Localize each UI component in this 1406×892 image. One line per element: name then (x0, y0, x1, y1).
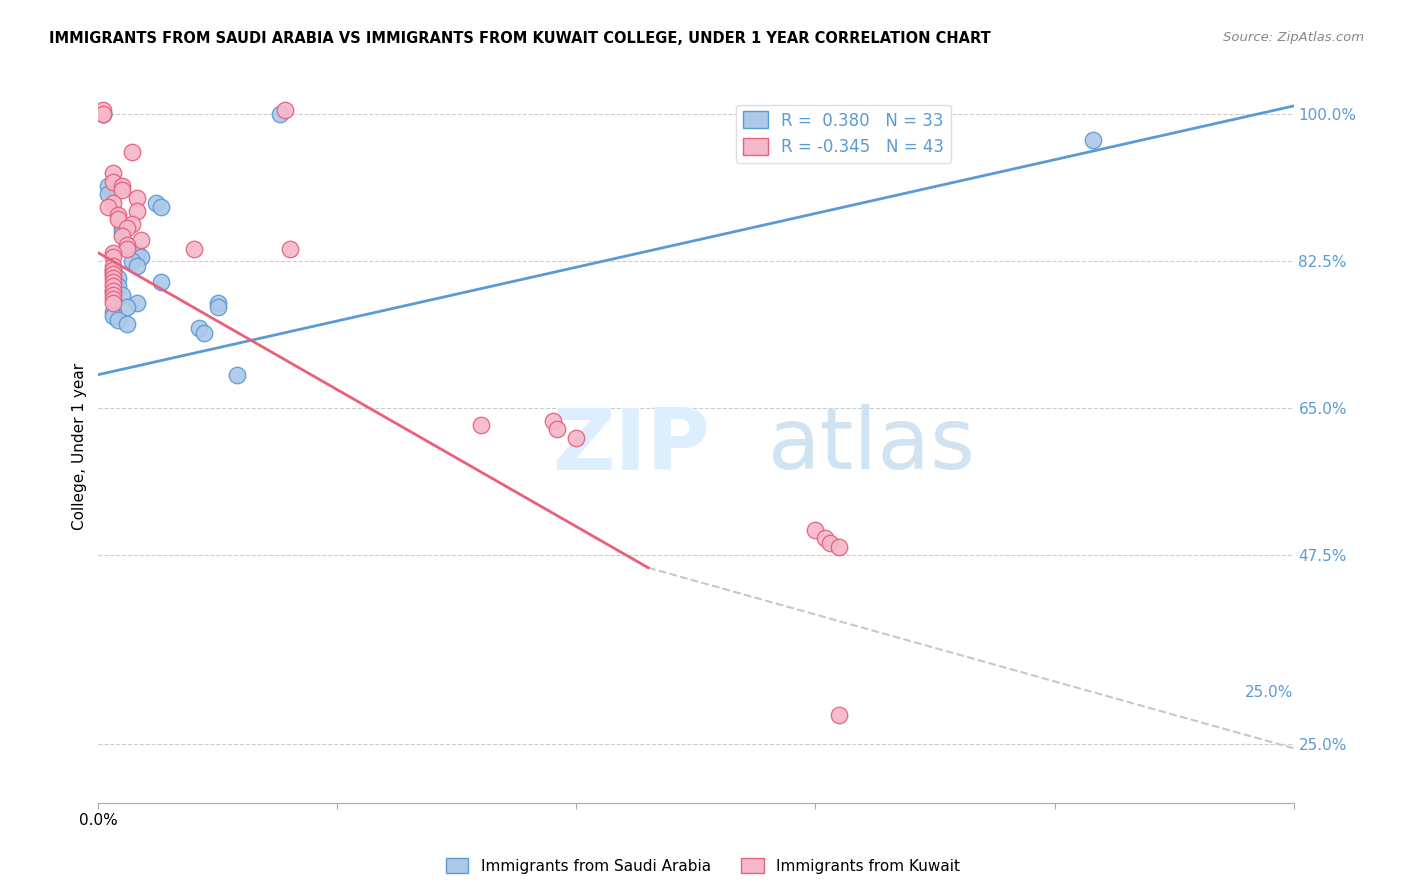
Point (111, 183, 134, 197)
Point (121, 254, 143, 268)
Point (101, 262, 124, 277)
Point (91, 107, 114, 121)
Point (107, 279, 129, 293)
Point (121, 145, 143, 160)
Point (101, 296, 124, 310)
Point (101, 275, 124, 289)
Text: ZIP: ZIP (553, 404, 710, 488)
Point (115, 237, 138, 252)
Point (101, 195, 124, 210)
Point (111, 178, 134, 193)
Point (226, 368, 249, 382)
Point (107, 271, 129, 285)
Point (101, 292, 124, 306)
Point (125, 246, 148, 260)
Point (1081, 132, 1104, 146)
Point (131, 233, 153, 247)
Point (565, 431, 588, 445)
Point (814, 532, 837, 546)
Point (111, 288, 134, 302)
Y-axis label: College, Under 1 year: College, Under 1 year (72, 362, 87, 530)
Point (115, 318, 138, 332)
Point (101, 250, 124, 264)
Point (804, 523, 827, 537)
Point (131, 250, 153, 264)
Point (183, 242, 205, 256)
Point (101, 279, 124, 293)
Point (187, 321, 209, 335)
Point (101, 262, 124, 277)
Point (470, 417, 492, 432)
Point (107, 212, 129, 227)
Point (145, 195, 167, 210)
Point (107, 313, 129, 327)
Point (115, 242, 138, 256)
Point (97, 200, 120, 214)
Point (101, 166, 124, 180)
Point (115, 220, 138, 235)
Point (207, 296, 229, 310)
Text: IMMIGRANTS FROM SAUDI ARABIA VS IMMIGRANTS FROM KUWAIT COLLEGE, UNDER 1 YEAR COR: IMMIGRANTS FROM SAUDI ARABIA VS IMMIGRAN… (49, 31, 991, 46)
Point (91, 103, 114, 118)
Legend: Immigrants from Saudi Arabia, Immigrants from Kuwait: Immigrants from Saudi Arabia, Immigrants… (440, 852, 966, 880)
Point (91, 107, 114, 121)
Point (101, 284, 124, 298)
Point (207, 301, 229, 315)
Point (828, 540, 851, 554)
Point (101, 267, 124, 281)
Point (101, 259, 124, 273)
Legend: R =  0.380   N = 33, R = -0.345   N = 43: R = 0.380 N = 33, R = -0.345 N = 43 (735, 104, 950, 162)
Text: 25.0%: 25.0% (1246, 685, 1294, 700)
Text: Source: ZipAtlas.com: Source: ZipAtlas.com (1223, 31, 1364, 45)
Point (111, 220, 134, 235)
Point (101, 175, 124, 189)
Point (97, 187, 120, 202)
Point (115, 237, 138, 252)
Point (101, 246, 124, 260)
Text: atlas: atlas (768, 404, 976, 488)
Point (125, 203, 148, 218)
Point (149, 200, 172, 214)
Point (111, 229, 134, 244)
Point (115, 301, 138, 315)
Point (278, 242, 301, 256)
Point (125, 191, 148, 205)
Point (107, 208, 129, 222)
Point (101, 309, 124, 323)
Point (125, 296, 148, 310)
Point (541, 414, 564, 428)
Point (818, 535, 841, 549)
Point (274, 103, 297, 118)
Point (97, 178, 120, 193)
Point (101, 267, 124, 281)
Point (546, 422, 568, 436)
Point (101, 271, 124, 285)
Point (101, 284, 124, 298)
Point (149, 275, 172, 289)
Point (269, 107, 291, 121)
Point (101, 304, 124, 318)
Point (828, 707, 851, 722)
Point (125, 259, 148, 273)
Point (193, 326, 215, 340)
Point (111, 225, 134, 239)
Point (121, 217, 143, 231)
Point (91, 107, 114, 121)
Point (101, 288, 124, 302)
